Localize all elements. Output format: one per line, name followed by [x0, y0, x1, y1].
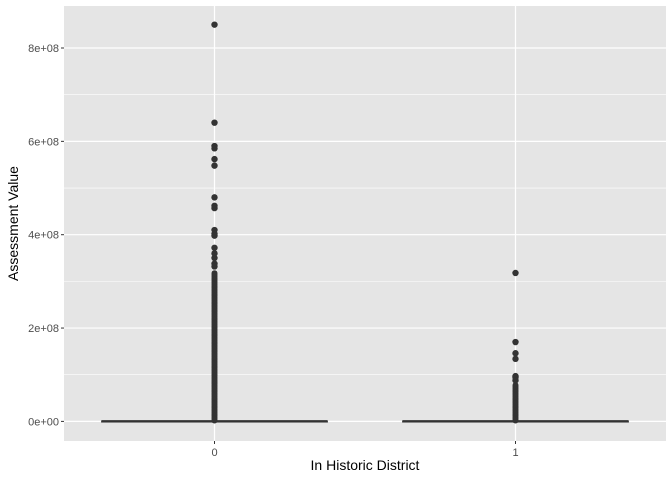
plot-panel: [64, 6, 666, 441]
outlier-point: [211, 145, 217, 151]
outlier-point: [211, 156, 217, 162]
y-tick-label: 2e+08: [28, 323, 59, 335]
x-tick-label: 1: [512, 447, 518, 459]
outlier-point: [211, 255, 217, 261]
y-tick-label: 6e+08: [28, 136, 59, 148]
outlier-point: [512, 339, 518, 345]
outlier-point: [512, 377, 518, 383]
outlier-point: [512, 270, 518, 276]
outlier-point: [211, 194, 217, 200]
y-axis-title: Assessment Value: [5, 166, 21, 281]
x-axis-title: In Historic District: [311, 457, 420, 473]
outlier-point: [512, 356, 518, 362]
outlier-point: [512, 350, 518, 356]
outlier-point: [211, 245, 217, 251]
y-tick-label: 0e+00: [28, 416, 59, 428]
outlier-point: [211, 232, 217, 238]
outlier-point: [211, 162, 217, 168]
x-tick-label: 0: [211, 447, 217, 459]
y-tick-label: 8e+08: [28, 43, 59, 55]
outlier-point: [211, 21, 217, 27]
outlier-point: [211, 263, 217, 269]
outlier-point: [211, 205, 217, 211]
outlier-point: [212, 270, 218, 276]
y-tick-label: 4e+08: [28, 230, 59, 242]
outlier-point: [211, 119, 217, 125]
